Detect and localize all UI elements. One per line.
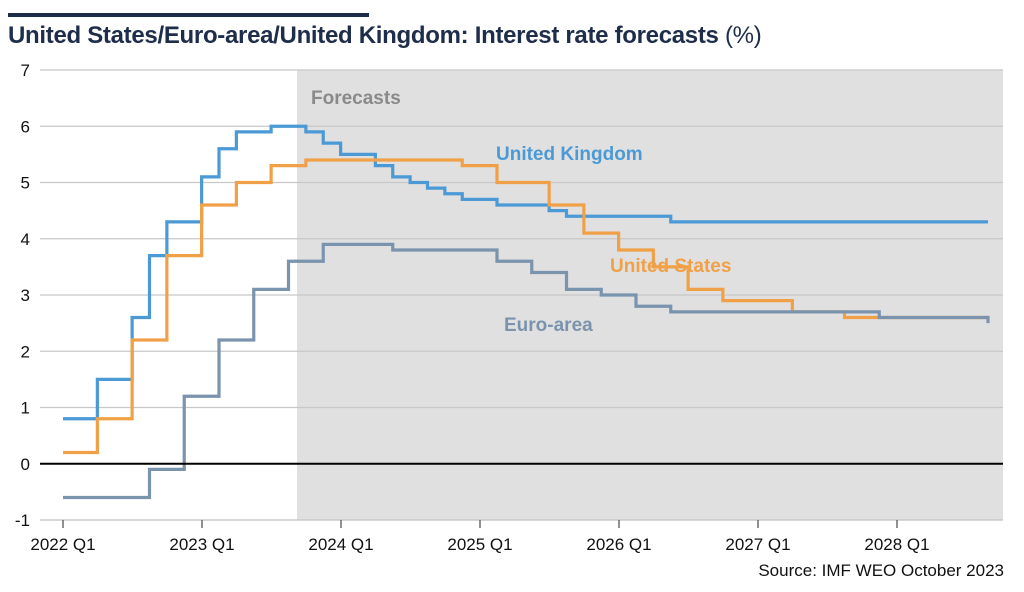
- y-tick-label: 7: [21, 61, 30, 80]
- series-label-united-kingdom: United Kingdom: [496, 144, 643, 165]
- x-tick-label: 2026 Q1: [586, 535, 651, 554]
- x-tick-label: 2027 Q1: [725, 535, 790, 554]
- series-lines: [63, 124, 990, 500]
- x-tick-label: 2023 Q1: [169, 535, 234, 554]
- y-tick-label: 2: [21, 342, 30, 361]
- x-tick-label: 2022 Q1: [30, 535, 95, 554]
- series-label-euro-area: Euro-area: [504, 315, 593, 336]
- forecast-label: Forecasts: [311, 88, 401, 109]
- annotations: Forecasts United Kingdom United States Euro…: [311, 88, 731, 336]
- title-unit: (%): [724, 22, 762, 49]
- title-rule: [8, 13, 369, 17]
- y-tick-label: 5: [21, 174, 30, 193]
- y-tick-label: 1: [21, 399, 30, 418]
- series-label-united-states: United States: [610, 256, 731, 277]
- axes: -1 0 1 2 3 4 5 6 7 2022 Q1 2023 Q1 2024 Q1 2025 Q1 20…: [15, 61, 1003, 554]
- title-text: United States/Euro-area/United Kingdom: …: [8, 22, 719, 49]
- x-tick-label: 2028 Q1: [864, 535, 929, 554]
- y-tick-label: 3: [21, 286, 30, 305]
- x-tick-label: 2024 Q1: [308, 535, 373, 554]
- y-tick-label: 0: [21, 455, 30, 474]
- series-line-euro-area: [63, 242, 990, 500]
- x-tick-label: 2025 Q1: [447, 535, 512, 554]
- chart-title: United States/Euro-area/United Kingdom: …: [8, 22, 762, 50]
- series-line-united-kingdom: [63, 124, 988, 421]
- y-tick-label: 6: [21, 117, 30, 136]
- y-tick-label: 4: [21, 230, 30, 249]
- y-tick-label: -1: [15, 511, 30, 530]
- source-note: Source: IMF WEO October 2023: [758, 561, 1004, 580]
